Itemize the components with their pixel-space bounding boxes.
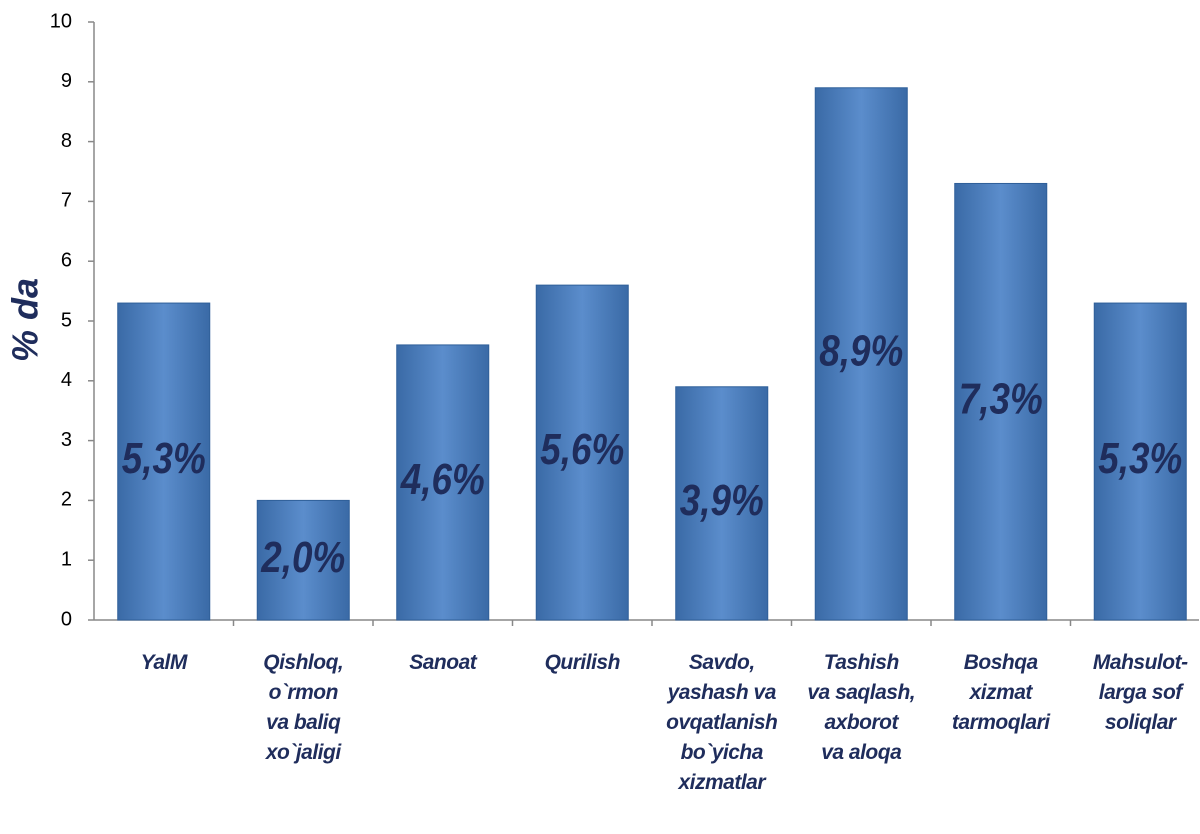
y-tick-label: 6 (61, 249, 72, 271)
y-tick-label: 7 (61, 190, 72, 212)
x-tick-label: Sanoat (409, 651, 477, 674)
value-label: 7,3% (959, 374, 1043, 423)
value-label: 4,6% (400, 455, 485, 504)
y-tick-label: 10 (50, 10, 72, 32)
value-label: 8,9% (819, 327, 903, 376)
bar (1093, 302, 1187, 621)
value-label: 5,6% (540, 425, 624, 474)
x-tick-label: Qurilish (544, 651, 621, 674)
bar (675, 386, 769, 621)
y-tick-label: 1 (61, 548, 72, 570)
value-label: 5,3% (1098, 434, 1182, 483)
value-label: 3,9% (680, 476, 764, 525)
value-label: 2,0% (260, 533, 345, 582)
x-tick-label: Boshqa xizmat tarmoqlari (951, 651, 1050, 734)
bar (814, 87, 908, 621)
y-tick-label: 4 (61, 369, 72, 391)
x-tick-label: Tashish va saqlash, axborot va aloqa (807, 651, 916, 764)
bar (396, 344, 490, 621)
y-axis-label: % da (5, 278, 46, 362)
bar (117, 302, 211, 621)
y-tick-label: 9 (61, 70, 72, 92)
value-label: 5,3% (122, 434, 206, 483)
bar (535, 284, 629, 621)
y-tick-label: 3 (61, 429, 72, 451)
y-tick-label: 8 (61, 130, 72, 152)
bar (954, 182, 1048, 621)
y-tick-label: 2 (61, 489, 72, 511)
y-tick-label: 5 (61, 309, 72, 331)
y-tick-label: 0 (61, 608, 72, 630)
x-tick-label: Mahsulot- larga sof soliqlar (1092, 651, 1188, 734)
bar (256, 499, 350, 621)
x-tick-label: YalM (140, 651, 188, 674)
x-tick-label: Savdo, yashash va ovqatlanish bo`yicha x… (666, 651, 778, 794)
x-tick-label: Qishloq, o`rmon va baliq xo`jaligi (263, 651, 344, 764)
